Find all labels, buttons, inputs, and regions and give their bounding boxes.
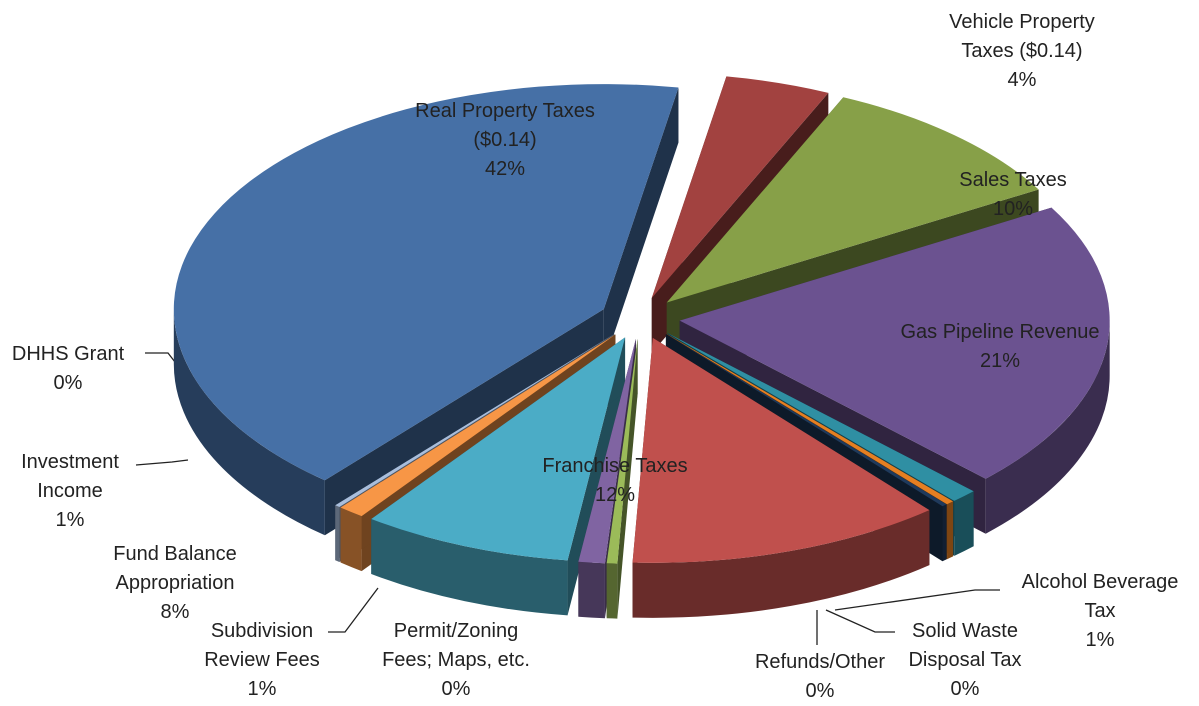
leader-line xyxy=(135,459,189,466)
label-value: 0% xyxy=(805,680,835,702)
slice xyxy=(173,84,679,481)
data-label: Subdivision Review Fees 1% xyxy=(187,617,337,704)
label-value: 12% xyxy=(594,484,636,506)
slice-side xyxy=(632,510,930,618)
label-value: 42% xyxy=(484,158,526,180)
slice xyxy=(665,333,947,507)
slice-side xyxy=(603,87,679,365)
label-name: Permit/Zoning Fees; Maps, etc. xyxy=(382,620,530,671)
label-value: 8% xyxy=(160,601,190,623)
slice xyxy=(667,333,974,501)
data-label: Gas Pipeline Revenue 21% xyxy=(870,318,1130,376)
slice xyxy=(340,334,616,517)
label-name: Alcohol Beverage Tax xyxy=(1021,571,1179,622)
leader-line xyxy=(145,352,176,363)
data-label: Franchise Taxes 12% xyxy=(505,452,725,510)
slice xyxy=(632,337,930,563)
label-name: Refunds/Other xyxy=(754,651,886,673)
data-label: Alcohol Beverage Tax 1% xyxy=(1010,568,1190,655)
label-value: 1% xyxy=(55,509,85,531)
leader-line xyxy=(825,609,895,633)
label-value: 0% xyxy=(53,372,83,394)
label-name: Franchise Taxes xyxy=(542,455,688,477)
label-name: Gas Pipeline Revenue xyxy=(900,321,1100,343)
slice-side xyxy=(985,320,1110,534)
data-label: Refunds/Other 0% xyxy=(735,648,905,706)
label-value: 4% xyxy=(1007,69,1037,91)
slice xyxy=(578,338,636,564)
slice-side xyxy=(578,561,605,619)
slice xyxy=(335,334,615,508)
label-name: Sales Taxes xyxy=(959,169,1067,191)
data-label: Solid Waste Disposal Tax 0% xyxy=(890,617,1040,704)
slice-side xyxy=(947,501,954,560)
data-label: Sales Taxes 10% xyxy=(913,166,1113,224)
label-name: Real Property Taxes ($0.14) xyxy=(415,100,595,151)
slice xyxy=(371,337,626,561)
slice xyxy=(606,338,638,564)
slice-side xyxy=(954,491,974,556)
data-label: Permit/Zoning Fees; Maps, etc. 0% xyxy=(366,617,546,704)
slice xyxy=(666,333,954,505)
leader-line xyxy=(834,589,1000,611)
label-name: Fund Balance Appropriation xyxy=(113,543,237,594)
data-label: Vehicle Property Taxes ($0.14) 4% xyxy=(927,8,1117,95)
slice-side xyxy=(942,504,947,562)
leader-line xyxy=(328,587,379,633)
label-name: DHHS Grant xyxy=(11,343,125,365)
label-value: 0% xyxy=(950,678,980,700)
label-value: 21% xyxy=(979,350,1021,372)
data-label: Investment Income 1% xyxy=(5,448,135,535)
slice xyxy=(666,97,1039,303)
label-name: Subdivision Review Fees xyxy=(204,620,320,671)
label-name: Investment Income xyxy=(21,451,119,502)
label-name: Vehicle Property Taxes ($0.14) xyxy=(949,11,1095,62)
data-label: DHHS Grant 0% xyxy=(3,340,133,398)
slice-side xyxy=(335,505,340,563)
label-value: 1% xyxy=(1085,629,1115,651)
slice-side xyxy=(606,563,618,619)
data-label: Real Property Taxes ($0.14) 42% xyxy=(385,97,625,184)
label-value: 0% xyxy=(441,678,471,700)
label-value: 1% xyxy=(247,678,277,700)
slice-side xyxy=(340,507,362,572)
slice-side xyxy=(173,309,325,536)
label-value: 10% xyxy=(992,198,1034,220)
slice-side xyxy=(567,337,626,616)
slice xyxy=(679,207,1110,479)
data-label: Fund Balance Appropriation 8% xyxy=(90,540,260,627)
label-name: Solid Waste Disposal Tax xyxy=(908,620,1022,671)
slice xyxy=(651,76,829,298)
slice-side xyxy=(371,519,568,616)
